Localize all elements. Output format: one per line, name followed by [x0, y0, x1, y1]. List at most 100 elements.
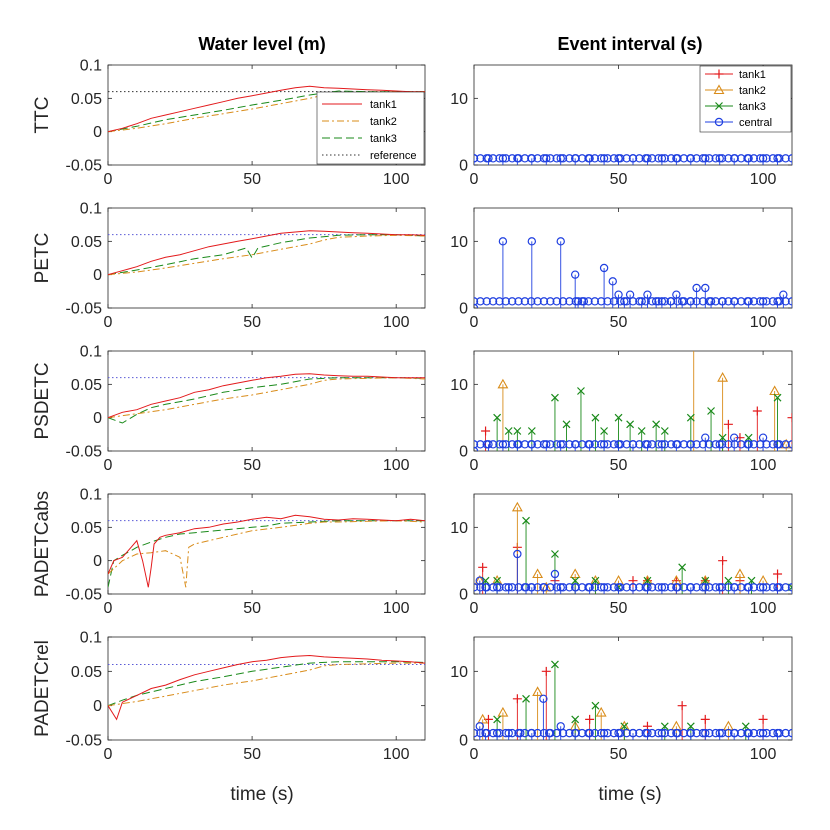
- psdetc-tank3-marker: [551, 393, 559, 402]
- petc-central-marker: [758, 297, 768, 306]
- padetcabs-central-baseline-marker: [539, 583, 549, 592]
- petc-central-baseline-marker: [546, 297, 555, 306]
- psdetc-central-marker: [498, 440, 508, 449]
- padetcabs-central-baseline-marker: [679, 583, 689, 592]
- psdetc-events-ytick-label: 0: [459, 444, 468, 461]
- ttc-central-baseline-marker: [514, 154, 523, 163]
- petc-central-baseline-marker: [647, 297, 657, 306]
- padetcabs-tank1-marker: [718, 556, 728, 566]
- ttc-central-baseline-marker: [539, 154, 549, 163]
- right-legend-marker: [713, 84, 725, 95]
- padetcrel-central-baseline-marker: [520, 728, 530, 738]
- petc-central-baseline-marker: [527, 297, 536, 306]
- psdetc-level-xtick-label: 0: [104, 457, 113, 474]
- psdetc-central-baseline-marker: [501, 440, 510, 449]
- padetcrel-central-baseline-marker: [705, 728, 714, 738]
- padetcabs-central-baseline-marker: [781, 583, 790, 592]
- psdetc-central-baseline-marker: [647, 440, 657, 449]
- petc-central-baseline-marker: [590, 297, 600, 306]
- padetcabs-central-baseline-marker: [558, 583, 568, 592]
- right-legend-label: tank1: [739, 69, 766, 81]
- padetcrel-central-baseline-marker: [749, 728, 759, 738]
- padetcabs-central-baseline-marker: [660, 583, 670, 592]
- ttc-central-baseline-marker: [597, 154, 606, 163]
- padetcrel-tank1-line: [108, 654, 425, 721]
- petc-central-baseline-marker: [565, 297, 574, 306]
- padetcabs-events-xtick-label: 50: [610, 600, 628, 617]
- psdetc-central-baseline-marker: [533, 440, 542, 449]
- petc-central-baseline-marker: [698, 297, 708, 306]
- ttc-central-baseline-marker: [698, 154, 708, 163]
- padetcrel-central-marker: [657, 728, 667, 738]
- padetcabs-tank3-marker: [591, 576, 600, 585]
- petc-central-marker: [637, 297, 646, 306]
- psdetc-central-baseline-marker: [641, 440, 650, 449]
- petc-level-xtick-label: 100: [383, 314, 410, 331]
- petc-central-marker: [651, 297, 661, 306]
- psdetc-level-xtick-label: 50: [243, 457, 261, 474]
- padetcrel-events-axes-box: [473, 636, 793, 741]
- padetcrel-central-baseline-marker: [552, 728, 561, 738]
- padetcrel-central-baseline-marker: [647, 728, 657, 738]
- psdetc-central-baseline-marker: [698, 440, 708, 449]
- petc-central-baseline-marker: [730, 297, 739, 306]
- padetcabs-events-ytick-label: 0: [459, 587, 468, 604]
- petc-central-baseline-marker: [584, 297, 593, 306]
- petc-tank1-line: [108, 230, 425, 276]
- padetcrel-tank1-marker: [700, 714, 710, 724]
- petc-level-ytick-label: 0: [93, 267, 102, 284]
- padetcabs-central-baseline-marker: [520, 583, 530, 592]
- psdetc-tank3-marker: [577, 387, 585, 395]
- petc-central-baseline-marker: [577, 297, 587, 306]
- padetcabs-level-xtick-label: 50: [243, 600, 261, 617]
- petc-central-marker: [625, 290, 635, 299]
- petc-central-baseline-marker: [482, 297, 491, 306]
- psdetc-central-baseline-marker: [686, 440, 695, 449]
- psdetc-central-marker: [715, 440, 724, 449]
- petc-central-baseline-marker: [520, 297, 530, 306]
- ttc-central-baseline-marker: [679, 154, 689, 163]
- padetcrel-central-baseline-marker: [730, 728, 739, 738]
- padetcrel-events-xtick-label: 50: [610, 746, 628, 763]
- petc-central-baseline-marker: [597, 297, 606, 306]
- psdetc-central-baseline-marker: [660, 440, 670, 449]
- padetcrel-level-axes-box: [107, 636, 426, 741]
- ttc-central-marker: [542, 154, 551, 163]
- padetcabs-level-ytick-label: 0.1: [80, 487, 102, 504]
- petc-central-baseline-marker: [692, 297, 701, 306]
- ttc-central-marker: [701, 154, 710, 163]
- padetcabs-central-baseline-marker: [641, 583, 650, 592]
- ttc-events-xtick-label: 100: [750, 171, 777, 188]
- psdetc-tank3-line: [108, 377, 425, 424]
- ttc-central-baseline-marker: [546, 154, 555, 163]
- left-legend: tank1 tank2 tank3 reference: [316, 91, 425, 165]
- psdetc-central-baseline-marker: [507, 440, 517, 449]
- padetcabs-central-marker: [556, 583, 565, 592]
- ttc-level-plot: [108, 85, 425, 133]
- petc-central-baseline-marker: [507, 297, 517, 306]
- padetcrel-central-baseline-marker: [660, 728, 670, 738]
- ttc-central-marker: [599, 154, 609, 163]
- padetcabs-central-baseline-marker: [590, 583, 600, 592]
- ttc-central-baseline-marker: [775, 154, 784, 163]
- psdetc-tank3-marker: [527, 427, 536, 435]
- petc-central-baseline-marker: [495, 297, 504, 306]
- ttc-central-baseline-marker: [507, 154, 517, 163]
- psdetc-central-baseline-marker: [654, 440, 663, 449]
- psdetc-tank2-marker: [717, 372, 729, 382]
- ttc-tank1-line: [108, 85, 425, 133]
- petc-central-marker: [701, 283, 710, 293]
- petc-central-marker: [570, 270, 580, 279]
- psdetc-tank3-marker: [744, 433, 753, 442]
- padetcrel-tank1-marker: [512, 694, 522, 704]
- petc-central-marker: [657, 297, 667, 306]
- right-legend: tank1 tank2 tank3 central: [699, 65, 792, 133]
- psdetc-tank3-marker: [686, 413, 695, 422]
- psdetc-tank1-marker: [787, 413, 792, 423]
- psdetc-level-ytick-label: -0.05: [66, 444, 103, 461]
- ttc-central-baseline-marker: [558, 154, 568, 163]
- petc-central-baseline-marker: [768, 297, 778, 306]
- ttc-central-baseline-marker: [781, 154, 790, 163]
- padetcabs-central-marker: [701, 583, 710, 592]
- padetcabs-central-baseline-marker: [609, 583, 619, 592]
